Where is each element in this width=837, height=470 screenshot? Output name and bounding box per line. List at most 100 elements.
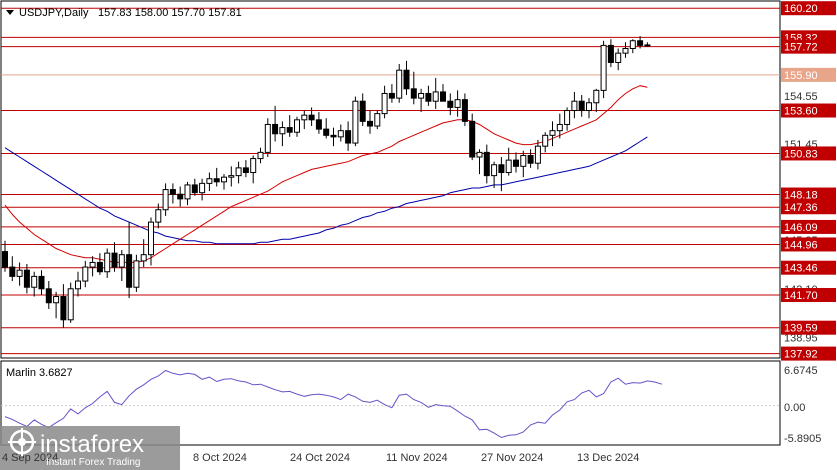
bear-candle-body xyxy=(578,100,585,112)
candle-40 xyxy=(294,116,300,137)
watermark-brand: instaforex xyxy=(40,431,144,458)
level-label-bg xyxy=(781,200,836,215)
candle-84 xyxy=(615,48,622,71)
bear-candle-body xyxy=(440,91,446,102)
candle-72 xyxy=(527,149,534,168)
candle-45 xyxy=(330,127,337,147)
bull-candle-body xyxy=(221,176,227,183)
bull-candle-body xyxy=(206,178,213,184)
candle-48 xyxy=(352,96,359,147)
bull-candle-body xyxy=(16,269,23,277)
candle-44 xyxy=(323,118,330,139)
bear-candle-body xyxy=(469,120,476,158)
candle-2 xyxy=(16,262,23,286)
marlin-oscillator xyxy=(1,369,780,439)
bear-candle-body xyxy=(9,266,16,277)
candle-24 xyxy=(177,186,184,207)
level-label-6: 148.18 xyxy=(781,187,836,202)
level-label-text: 153.60 xyxy=(784,106,818,118)
indicator-tick-top: 6.6745 xyxy=(784,365,818,377)
bear-candle-body xyxy=(403,69,410,90)
bear-candle-body xyxy=(607,44,614,63)
level-label-10: 143.46 xyxy=(781,260,836,275)
candle-4 xyxy=(31,271,38,297)
candle-88 xyxy=(644,42,651,47)
level-label-3: 155.90 xyxy=(781,67,836,82)
bull-candle-body xyxy=(542,134,549,147)
collapse-triangle-icon[interactable] xyxy=(6,10,14,15)
bull-candle-body xyxy=(104,252,111,273)
candle-8 xyxy=(60,284,67,328)
candle-57 xyxy=(418,88,425,113)
candle-43 xyxy=(315,112,322,134)
watermark-tagline: Instant Forex Trading xyxy=(46,457,141,468)
bull-candle-body xyxy=(228,175,235,178)
bull-candle-body xyxy=(534,145,541,164)
bull-candle-body xyxy=(75,280,81,290)
level-label-5: 150.83 xyxy=(781,146,836,161)
horizontal-levels xyxy=(1,7,780,355)
bear-candle-body xyxy=(213,178,220,183)
level-label-13: 137.92 xyxy=(781,346,836,361)
level-label-text: 139.59 xyxy=(784,323,818,335)
candle-33 xyxy=(242,160,249,178)
level-label-text: 147.36 xyxy=(784,202,818,214)
indicator-pane-frame xyxy=(0,360,781,446)
price-tick-1: 154.55 xyxy=(784,91,818,103)
level-label-text: 150.83 xyxy=(784,148,818,160)
bear-candle-body xyxy=(272,123,279,135)
time-label-3: 27 Nov 2024 xyxy=(481,452,543,464)
candle-38 xyxy=(279,121,286,147)
level-label-bg xyxy=(781,260,836,275)
bull-candle-body xyxy=(549,130,556,136)
bull-candle-body xyxy=(82,266,89,282)
bull-candle-body xyxy=(155,209,162,223)
bear-candle-body xyxy=(447,100,454,108)
level-label-bg xyxy=(781,103,836,118)
candle-16 xyxy=(118,250,125,282)
candle-18 xyxy=(133,254,140,292)
level-label-bg xyxy=(781,237,836,252)
candle-26 xyxy=(191,178,198,196)
bull-candle-body xyxy=(53,296,60,304)
candle-19 xyxy=(140,239,147,268)
candle-71 xyxy=(520,150,527,178)
candle-59 xyxy=(432,77,439,109)
bull-candle-body xyxy=(257,151,264,160)
bear-candle-body xyxy=(60,296,67,321)
bear-candle-body xyxy=(2,251,8,268)
bull-candle-body xyxy=(199,182,206,194)
bull-candle-body xyxy=(67,288,74,321)
level-label-bg xyxy=(781,187,836,202)
level-label-bg xyxy=(781,146,836,161)
level-label-bg xyxy=(781,287,836,302)
candle-65 xyxy=(476,149,483,175)
candle-15 xyxy=(111,242,118,272)
bear-candle-body xyxy=(410,88,417,99)
bull-candle-body xyxy=(505,159,512,174)
bull-candle-body xyxy=(381,92,388,115)
candle-36 xyxy=(264,118,271,158)
candle-75 xyxy=(549,121,556,147)
bear-candle-body xyxy=(38,275,45,290)
candle-35 xyxy=(257,147,264,164)
bull-candle-body xyxy=(294,119,300,133)
bull-candle-body xyxy=(279,127,286,135)
candle-64 xyxy=(469,113,476,161)
candle-70 xyxy=(513,152,519,173)
candle-69 xyxy=(505,147,512,176)
candle-52 xyxy=(381,85,388,119)
bull-candle-body xyxy=(235,167,242,177)
candle-86 xyxy=(629,39,636,54)
candle-87 xyxy=(637,36,644,49)
bear-candle-body xyxy=(126,254,133,288)
candle-14 xyxy=(104,248,111,278)
level-label-12: 139.59 xyxy=(781,320,836,335)
level-label-bg xyxy=(781,320,836,335)
bull-candle-body xyxy=(162,189,169,211)
bear-candle-body xyxy=(644,44,651,47)
candle-46 xyxy=(337,124,344,142)
bear-candle-body xyxy=(345,130,352,144)
level-label-bg xyxy=(781,1,836,16)
